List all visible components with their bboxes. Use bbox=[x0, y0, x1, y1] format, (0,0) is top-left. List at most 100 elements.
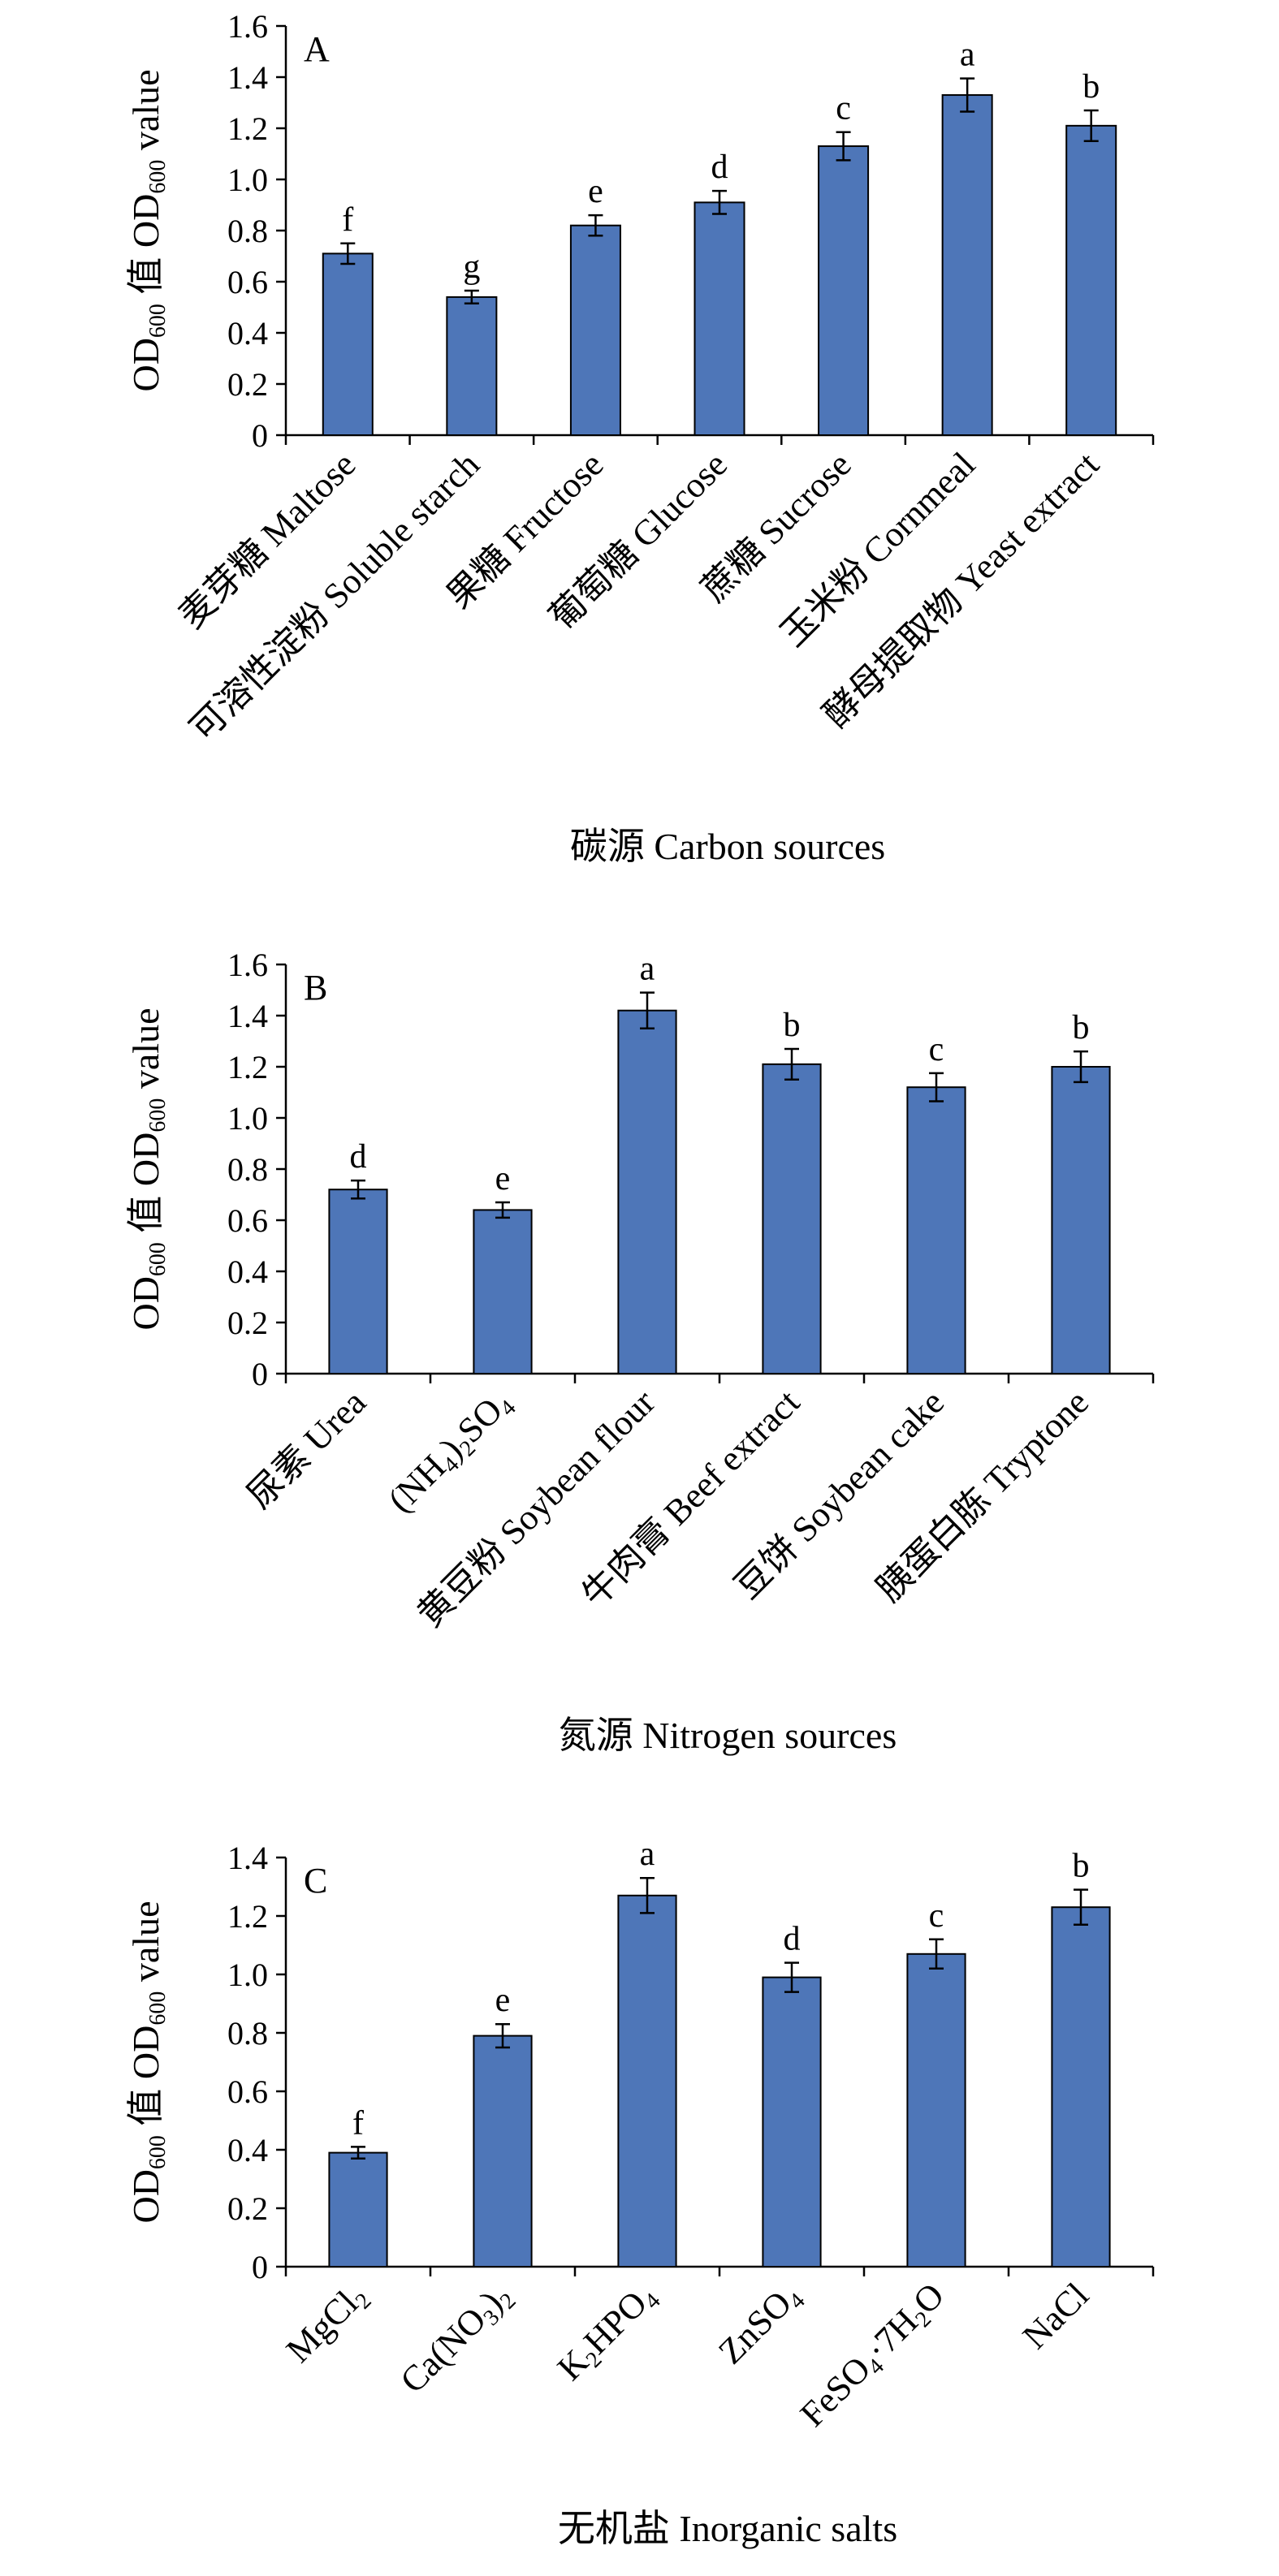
y-tick-label: 0.6 bbox=[227, 2073, 268, 2110]
category-label: NaCl bbox=[1015, 2275, 1096, 2356]
bar bbox=[569, 224, 621, 436]
bar bbox=[446, 296, 498, 436]
category-label: ZnSO4 bbox=[711, 2275, 810, 2374]
y-tick-label: 0.6 bbox=[227, 1202, 268, 1239]
bar bbox=[1051, 1906, 1111, 2267]
panel-letter: B bbox=[304, 968, 327, 1008]
bar bbox=[322, 252, 374, 436]
y-tick-label: 1.6 bbox=[227, 947, 268, 983]
y-axis-title-part: OD bbox=[125, 2169, 166, 2223]
category-label: MgCl2 bbox=[279, 2275, 377, 2373]
category-label-part: 尿素 Urea bbox=[240, 1382, 374, 1516]
y-tick-label: 0 bbox=[252, 417, 268, 454]
significance-letter: c bbox=[836, 90, 851, 127]
bar bbox=[762, 1976, 822, 2268]
y-tick-label: 0 bbox=[252, 1356, 268, 1392]
y-tick-label: 1.2 bbox=[227, 1898, 268, 1935]
bar bbox=[473, 2034, 533, 2268]
bar bbox=[906, 1086, 966, 1374]
significance-letter: e bbox=[495, 1982, 511, 2019]
bar bbox=[941, 94, 993, 437]
significance-letter: f bbox=[342, 201, 353, 239]
significance-letter: a bbox=[960, 37, 975, 74]
bar bbox=[818, 145, 870, 437]
y-tick-label: 1.4 bbox=[227, 1840, 268, 1876]
category-label-part: Ca(NO bbox=[392, 2300, 494, 2401]
y-axis-title-part: 600 bbox=[145, 160, 171, 194]
bar bbox=[694, 201, 745, 436]
x-axis-title: 碳源 Carbon sources bbox=[570, 826, 885, 867]
bar bbox=[1065, 124, 1117, 436]
significance-letter: a bbox=[640, 951, 655, 988]
category-label: 尿素 Urea bbox=[240, 1382, 374, 1516]
y-axis-title-part: 600 bbox=[145, 304, 171, 338]
y-tick-label: 0.2 bbox=[227, 1305, 268, 1341]
category-label: FeSO4·7H2O bbox=[793, 2275, 955, 2437]
y-tick-label: 1.4 bbox=[227, 998, 268, 1034]
y-axis-title-part: value bbox=[125, 69, 166, 159]
panel-B: 0 0.2 0.4 0.6 0.8 1.0 1.2 1.4 1.6 Bd 尿素 Urea e (NH4)… bbox=[125, 947, 1155, 1756]
category-label: Ca(NO3)2 bbox=[392, 2275, 521, 2403]
bar bbox=[473, 1209, 533, 1375]
y-tick-label: 1.0 bbox=[227, 1100, 268, 1137]
y-axis-title: OD600 值 OD600 value bbox=[125, 1901, 171, 2223]
panel-letter: C bbox=[304, 1861, 327, 1901]
y-tick-label: 0.8 bbox=[227, 1151, 268, 1188]
significance-letter: g bbox=[463, 248, 480, 286]
y-axis-title-part: value bbox=[125, 1901, 166, 1991]
y-axis-title: OD600 值 OD600 value bbox=[125, 69, 171, 391]
y-axis-title: OD600 值 OD600 value bbox=[125, 1008, 171, 1330]
panel-letter: A bbox=[304, 29, 330, 69]
significance-letter: d bbox=[784, 1921, 801, 1958]
x-axis-title: 无机盐 Inorganic salts bbox=[558, 2508, 897, 2549]
y-tick-label: 0.8 bbox=[227, 213, 268, 249]
y-tick-label: 0.6 bbox=[227, 264, 268, 300]
y-tick-label: 0.8 bbox=[227, 2015, 268, 2052]
significance-letter: d bbox=[711, 149, 728, 186]
category-label: 黄豆粉 Soybean flour bbox=[410, 1382, 663, 1634]
panel-C: 0 0.2 0.4 0.6 0.8 1.0 1.2 1.4 Cf MgCl2 e Ca(NO3)2 a K… bbox=[125, 1836, 1155, 2549]
y-axis-title-part: value bbox=[125, 1008, 166, 1098]
significance-letter: c bbox=[929, 1897, 944, 1935]
y-tick-label: 1.4 bbox=[227, 59, 268, 96]
y-tick-label: 0.4 bbox=[227, 2132, 268, 2168]
y-tick-label: 0.4 bbox=[227, 1253, 268, 1290]
significance-letter: b bbox=[1073, 1848, 1090, 1885]
y-axis-title-part: OD bbox=[125, 338, 166, 391]
significance-letter: b bbox=[784, 1007, 801, 1044]
significance-letter: e bbox=[588, 173, 603, 210]
y-tick-label: 1.0 bbox=[227, 1957, 268, 1993]
y-tick-label: 1.2 bbox=[227, 1049, 268, 1085]
bar bbox=[617, 1009, 677, 1374]
category-label-part: 黄豆粉 Soybean flour bbox=[410, 1382, 663, 1634]
y-tick-label: 1.6 bbox=[227, 8, 268, 45]
bar bbox=[328, 2151, 388, 2268]
y-axis-title-part: 600 bbox=[145, 1242, 171, 1276]
y-tick-label: 0.2 bbox=[227, 2190, 268, 2227]
significance-letter: b bbox=[1082, 68, 1100, 106]
y-tick-label: 1.0 bbox=[227, 162, 268, 198]
significance-letter: d bbox=[350, 1138, 367, 1176]
bar bbox=[328, 1189, 388, 1374]
category-label-part: NaCl bbox=[1015, 2275, 1096, 2356]
y-tick-label: 0.2 bbox=[227, 366, 268, 403]
significance-letter: c bbox=[929, 1031, 944, 1068]
significance-letter: b bbox=[1073, 1009, 1090, 1046]
bar bbox=[762, 1063, 822, 1374]
y-tick-label: 0.4 bbox=[227, 315, 268, 352]
category-label: K2HPO4 bbox=[550, 2275, 666, 2391]
significance-letter: a bbox=[640, 1836, 655, 1873]
significance-letter: f bbox=[352, 2104, 364, 2142]
y-axis-title-part: 值 OD bbox=[125, 1133, 166, 1242]
bar bbox=[1051, 1066, 1111, 1374]
category-label: (NH4)2SO4 bbox=[380, 1382, 521, 1522]
bar bbox=[617, 1894, 677, 2268]
y-axis-title-part: 600 bbox=[145, 1991, 171, 2026]
y-axis-title-part: 值 OD bbox=[125, 194, 166, 304]
y-tick-label: 0 bbox=[252, 2249, 268, 2285]
x-axis-title: 氮源 Nitrogen sources bbox=[559, 1715, 897, 1756]
y-axis-title-part: 600 bbox=[145, 2135, 171, 2169]
bar bbox=[906, 1952, 966, 2268]
y-axis-title-part: 值 OD bbox=[125, 2026, 166, 2135]
